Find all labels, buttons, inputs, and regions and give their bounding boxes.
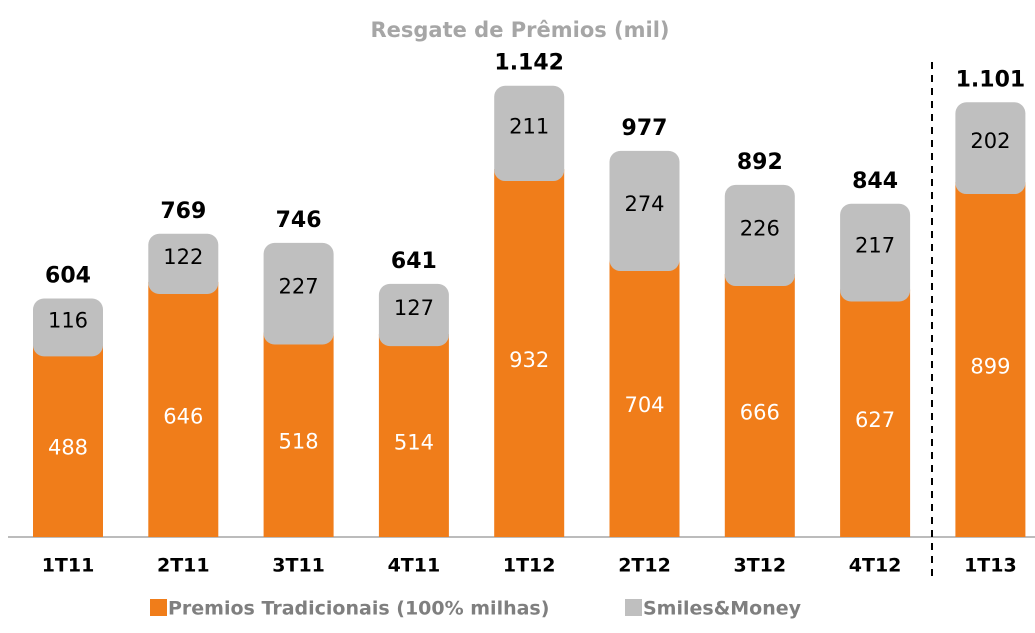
value-label: 627 xyxy=(855,408,895,432)
bar-segment xyxy=(955,102,1026,195)
legend-label: Smiles&Money xyxy=(643,598,802,620)
bar-segment xyxy=(148,281,219,537)
value-label: 274 xyxy=(624,192,664,216)
chart-title: Resgate de Prêmios (mil) xyxy=(370,18,669,42)
total-label: 746 xyxy=(276,208,322,233)
legend-swatch xyxy=(625,599,642,616)
value-label: 932 xyxy=(509,348,549,372)
value-label: 666 xyxy=(740,401,780,425)
x-tick-label: 1T11 xyxy=(42,555,95,577)
bar-segment xyxy=(378,334,449,537)
bar-segment xyxy=(840,289,911,537)
value-label: 488 xyxy=(48,436,88,460)
x-tick-label: 2T11 xyxy=(157,555,210,577)
x-tick-label: 3T12 xyxy=(733,555,786,577)
x-tick-label: 4T11 xyxy=(388,555,441,577)
bar-segment xyxy=(840,203,911,302)
value-label: 646 xyxy=(163,404,203,428)
x-tick-label: 1T13 xyxy=(964,555,1017,577)
bar-segment xyxy=(378,283,449,347)
x-tick-label: 3T11 xyxy=(272,555,325,577)
value-label: 518 xyxy=(279,430,319,454)
bar-segment xyxy=(609,259,680,537)
bar-segment xyxy=(33,298,103,357)
total-label: 892 xyxy=(737,150,783,175)
value-label: 704 xyxy=(624,393,664,417)
value-label: 227 xyxy=(279,275,319,299)
value-label: 116 xyxy=(48,308,88,332)
bar-segment xyxy=(609,150,680,272)
legend-label: Premios Tradicionais (100% milhas) xyxy=(168,598,549,620)
x-tick-label: 2T12 xyxy=(618,555,671,577)
bar-segment xyxy=(263,242,334,345)
total-label: 1.101 xyxy=(956,67,1026,92)
value-label: 217 xyxy=(855,234,895,258)
total-label: 604 xyxy=(45,264,91,289)
value-label: 226 xyxy=(740,216,780,240)
bar-segment xyxy=(148,233,219,294)
bar-segment xyxy=(955,182,1026,538)
value-label: 122 xyxy=(163,245,203,269)
value-label: 127 xyxy=(394,296,434,320)
x-tick-label: 4T12 xyxy=(849,555,902,577)
bar-segment xyxy=(724,184,795,287)
total-label: 1.142 xyxy=(494,51,564,76)
total-label: 844 xyxy=(852,169,898,194)
x-tick-label: 1T12 xyxy=(503,555,556,577)
bar-segment xyxy=(263,332,334,537)
legend-swatch xyxy=(150,599,167,616)
bar-segment xyxy=(33,344,103,537)
value-label: 514 xyxy=(394,431,434,455)
total-label: 977 xyxy=(622,116,668,141)
bar-segment xyxy=(494,169,565,537)
bar-segment xyxy=(494,85,565,182)
value-label: 211 xyxy=(509,114,549,138)
value-label: 899 xyxy=(970,355,1010,379)
total-label: 769 xyxy=(160,199,206,224)
total-label: 641 xyxy=(391,249,437,274)
bar-segment xyxy=(724,274,795,537)
value-label: 202 xyxy=(970,129,1010,153)
